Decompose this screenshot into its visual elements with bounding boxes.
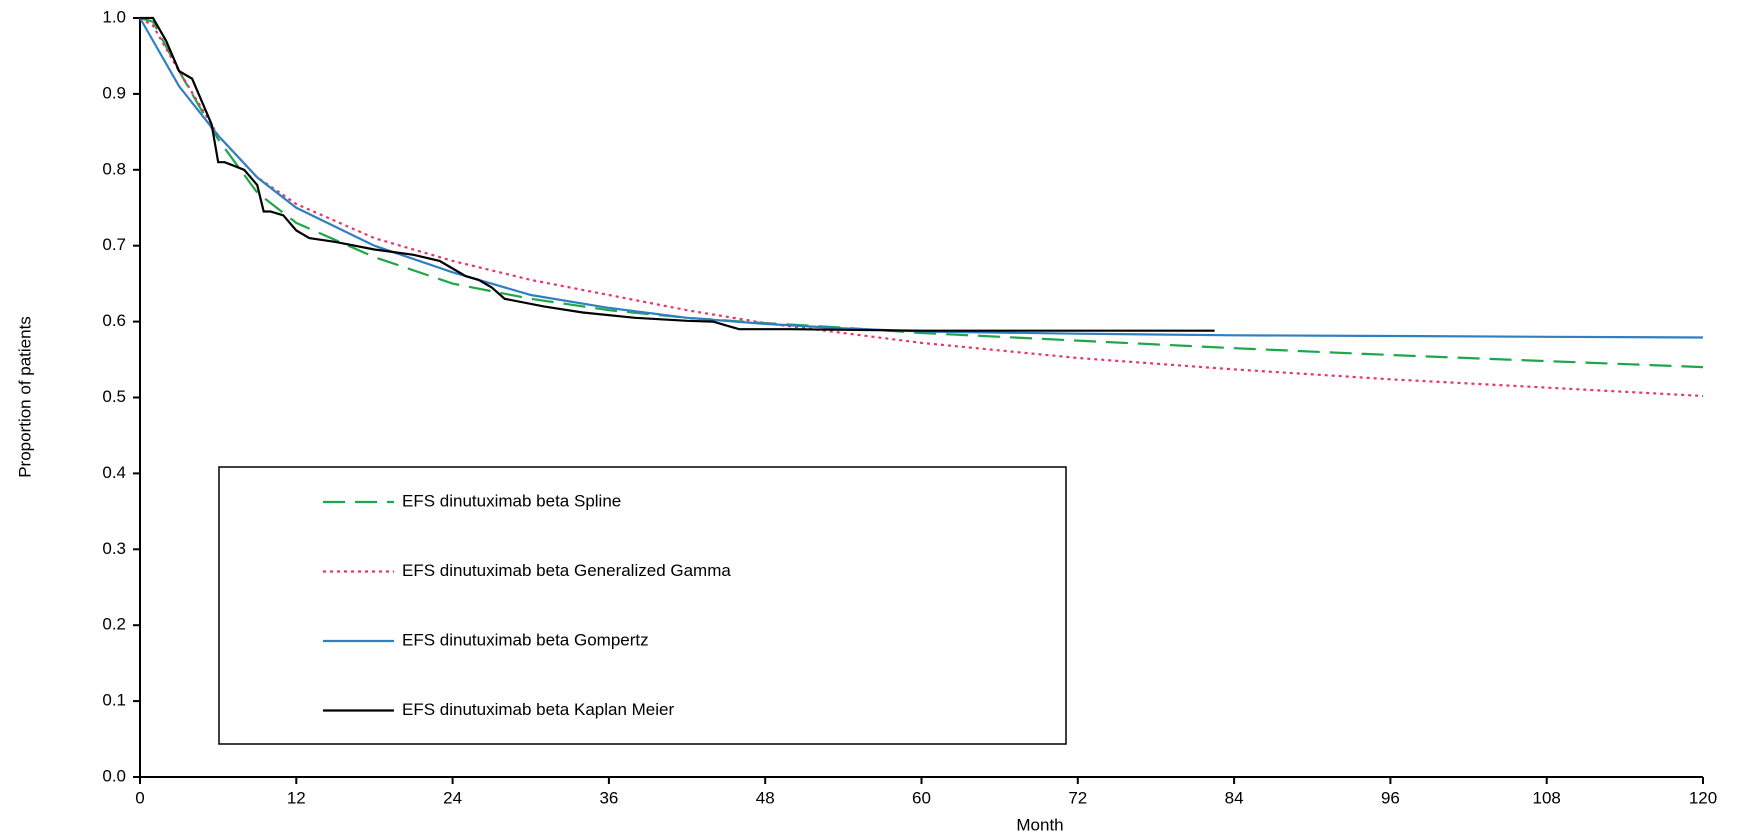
y-tick-label: 0.4 bbox=[102, 463, 126, 482]
x-tick-label: 12 bbox=[287, 788, 306, 807]
y-tick-label: 0.2 bbox=[102, 615, 126, 634]
series-line bbox=[139, 17, 1704, 339]
legend-label: EFS dinutuximab beta Spline bbox=[402, 491, 621, 510]
series-line bbox=[140, 16, 1215, 332]
y-tick-label: 0.5 bbox=[102, 387, 126, 406]
x-tick-label: 96 bbox=[1381, 788, 1400, 807]
x-tick-label: 84 bbox=[1225, 788, 1244, 807]
legend-box bbox=[218, 466, 1067, 745]
y-tick-label: 1.0 bbox=[102, 7, 126, 26]
y-tick-label: 0.8 bbox=[102, 159, 126, 178]
y-tick-label: 0.0 bbox=[102, 766, 126, 785]
legend-label: EFS dinutuximab beta Gompertz bbox=[402, 630, 649, 649]
x-tick-label: 0 bbox=[135, 788, 144, 807]
legend-label: EFS dinutuximab beta Generalized Gamma bbox=[402, 561, 731, 580]
legend-label: EFS dinutuximab beta Kaplan Meier bbox=[402, 700, 674, 719]
x-axis-label: Month bbox=[1016, 815, 1063, 834]
x-tick-label: 120 bbox=[1689, 788, 1717, 807]
y-tick-label: 0.9 bbox=[102, 83, 126, 102]
x-tick-label: 60 bbox=[912, 788, 931, 807]
x-tick-label: 48 bbox=[756, 788, 775, 807]
y-tick-label: 0.1 bbox=[102, 691, 126, 710]
y-tick-label: 0.3 bbox=[102, 539, 126, 558]
y-axis-label: Proportion of patients bbox=[15, 316, 34, 478]
x-tick-label: 36 bbox=[599, 788, 618, 807]
y-tick-label: 0.7 bbox=[102, 235, 126, 254]
y-tick-label: 0.6 bbox=[102, 311, 126, 330]
x-tick-label: 72 bbox=[1068, 788, 1087, 807]
x-tick-label: 24 bbox=[443, 788, 462, 807]
series-line bbox=[139, 17, 1704, 398]
x-tick-label: 108 bbox=[1533, 788, 1561, 807]
series-line bbox=[139, 16, 1704, 369]
